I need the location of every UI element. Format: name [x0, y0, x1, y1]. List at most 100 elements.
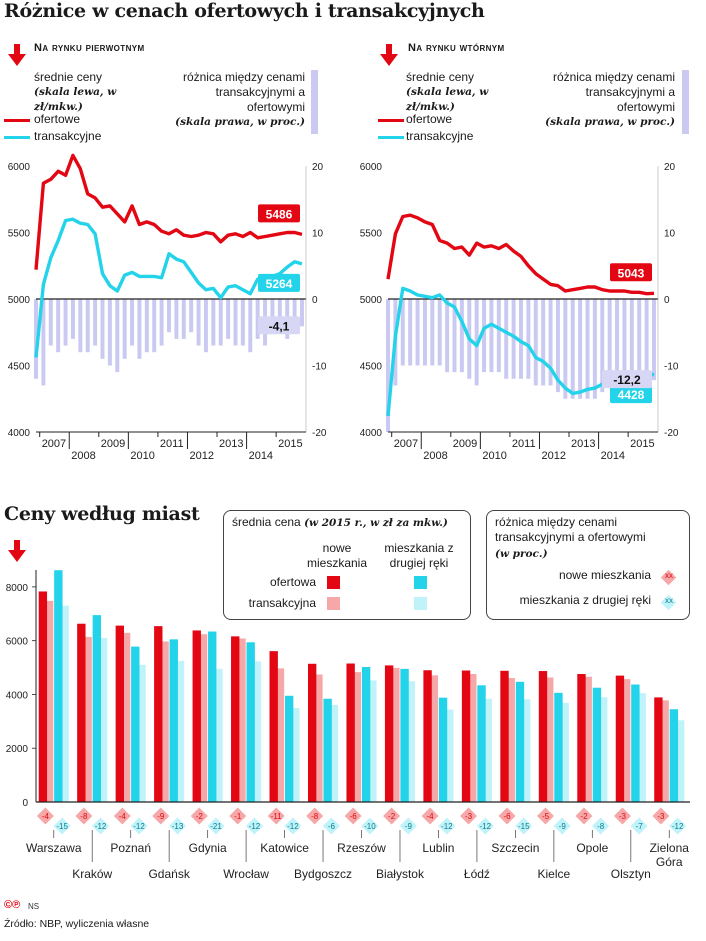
col-primary-label: nowe mieszkania	[306, 541, 368, 570]
legend-diff-label: różnica między cenami transakcyjnymi a o…	[530, 70, 675, 130]
diff-bar	[585, 299, 590, 399]
down-arrow-icon	[8, 540, 26, 562]
diff-primary-marker	[460, 807, 478, 825]
diff-secondary-marker	[130, 817, 148, 835]
y-right-tick-label: 20	[664, 162, 676, 173]
diff-primary-marker	[344, 807, 362, 825]
city-bar	[154, 626, 163, 802]
legend-avg-label: średnie ceny (skala lewa, w zł/mkw.)	[34, 70, 164, 115]
avg-price-note: (w 2015 r., w zł za mkw.)	[304, 517, 448, 529]
legend-trans-label: transakcyjne	[34, 129, 102, 143]
city-bar	[637, 693, 646, 802]
legend-trans-line	[378, 136, 404, 139]
diff-bar	[70, 299, 75, 339]
label-trans-box	[610, 385, 652, 404]
city-bar	[252, 661, 262, 802]
diff-bar	[277, 299, 282, 333]
diff-secondary-marker	[476, 817, 494, 835]
diff-bar	[48, 299, 53, 346]
diff-legend-label: różnica między cenami transakcyjnymi a o…	[495, 515, 646, 544]
row-trans-label: transakcyjna	[248, 596, 316, 610]
diff-bar	[78, 299, 83, 353]
city-bar	[400, 668, 409, 802]
diff-bar	[115, 299, 120, 373]
cities-bar-chart: 0 2000 4000 6000 8000 -4 -15 Warszawa -8 -12 Krakó…	[6, 570, 690, 881]
category-label: Kraków	[72, 867, 112, 881]
swatch-primary-offer	[327, 576, 340, 589]
panel-title-secondary: Na rynku wtórnym	[408, 42, 505, 54]
legend-diff-note: (skala prawa, w proc.)	[175, 116, 305, 128]
diff-bar	[555, 299, 560, 393]
diff-bar	[496, 299, 501, 373]
diff-bar	[615, 299, 620, 386]
diff-primary-value: -9	[157, 812, 165, 821]
city-bar	[477, 685, 486, 802]
city-bar	[438, 697, 448, 802]
diff-secondary-marker	[322, 817, 340, 835]
diff-bar	[56, 299, 61, 353]
diff-bar	[622, 299, 627, 386]
avg-price-label: średnia cena	[232, 515, 301, 529]
diff-bar	[511, 299, 516, 379]
diff-primary-marker	[306, 807, 324, 825]
city-bar	[423, 670, 432, 802]
diff-bar	[174, 299, 179, 339]
city-bar	[468, 674, 477, 802]
city-bar	[54, 570, 63, 802]
city-bar	[92, 615, 101, 802]
legend-diff-bar	[682, 70, 689, 134]
primary-market-chart: 4000 4500 5000 5500 6000 -20 -10 0 10 20 2007 2008 2…	[8, 153, 327, 462]
diff-bar	[255, 299, 260, 339]
category-label: Bydgoszcz	[294, 867, 352, 881]
diff-bar	[63, 299, 68, 346]
diff-secondary-marker	[245, 817, 263, 835]
diff-bar	[34, 299, 38, 379]
diff-secondary-value: -9	[559, 822, 567, 831]
legend-trans-label: transakcyjne	[406, 129, 474, 143]
panel-title-primary: Na rynku pierwotnym	[34, 42, 145, 54]
diff-primary-value: -3	[465, 812, 473, 821]
label-trans: 4428	[618, 388, 645, 402]
diff-bar	[422, 299, 427, 366]
diff-bar	[408, 299, 413, 366]
diff-primary-value: -6	[503, 812, 511, 821]
diff-bar	[459, 299, 464, 373]
city-bar	[583, 676, 592, 802]
y-right-tick-label: 10	[312, 229, 324, 240]
city-bar	[391, 667, 400, 802]
city-bar	[275, 668, 285, 802]
y-tick-label: 0	[22, 798, 28, 809]
label-offer-box	[610, 263, 652, 282]
diff-bar	[400, 299, 405, 366]
city-bar	[160, 641, 169, 802]
city-bar	[506, 678, 515, 802]
diff-bar	[489, 299, 494, 373]
swatch-secondary-trans	[414, 597, 427, 610]
x-tick-label: 2008	[423, 450, 447, 462]
diff-primary-marker	[229, 807, 247, 825]
diff-secondary-marker	[438, 817, 456, 835]
city-bar	[121, 632, 131, 802]
category-label: Warszawa	[26, 841, 82, 855]
legend-avg-label: średnie ceny (skala lewa, w zł/mkw.)	[406, 70, 536, 115]
diff-bar	[107, 299, 112, 366]
diff-bar	[504, 299, 509, 379]
legend-diff-note: (skala prawa, w proc.)	[545, 116, 675, 128]
y-tick-label: 2000	[6, 744, 29, 755]
main-title: Różnice w cenach ofertowych i transakcyj…	[4, 0, 485, 22]
x-tick-label: 2015	[278, 438, 302, 450]
category-label: Łódź	[464, 867, 490, 881]
diff-bar	[270, 299, 275, 333]
y-left-tick-label: 6000	[360, 162, 383, 173]
down-arrow-icon	[380, 44, 398, 66]
city-bar	[538, 671, 548, 802]
city-bar	[246, 642, 255, 802]
city-bar	[675, 720, 685, 802]
diff-bar	[100, 299, 105, 359]
city-bar	[368, 680, 377, 802]
legend-offer-label: ofertowe	[406, 112, 453, 126]
diff-secondary-value: -10	[364, 822, 376, 831]
swatch-secondary-offer	[414, 576, 427, 589]
city-bar	[137, 664, 146, 802]
diff-bar	[144, 299, 149, 353]
